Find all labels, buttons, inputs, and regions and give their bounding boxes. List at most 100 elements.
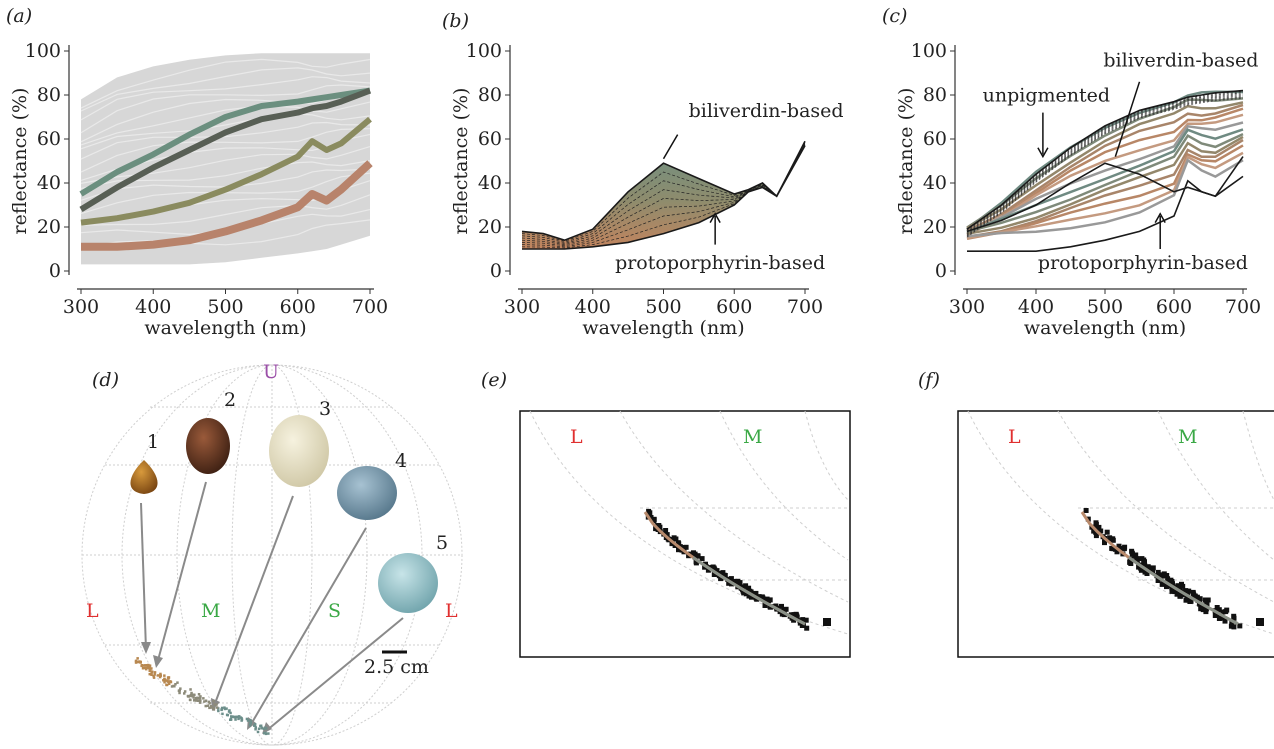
- zoom-point: [1222, 618, 1228, 624]
- zoom-vertex-L-e: L: [570, 426, 583, 448]
- x-tick-label: 600: [716, 296, 752, 318]
- egg-point: [159, 672, 162, 676]
- zoom-point: [1184, 594, 1190, 600]
- zoom-point: [1202, 597, 1208, 603]
- zoom-point: [1121, 546, 1127, 552]
- individual-curve: [80, 128, 371, 173]
- egg-point: [199, 701, 202, 704]
- egg-point: [188, 698, 192, 701]
- scale-bar-label: 2.5 cm: [364, 656, 429, 678]
- egg-point: [148, 672, 151, 676]
- mean-curve-4: [81, 160, 373, 251]
- egg-point: [226, 713, 229, 717]
- egg-point: [212, 706, 216, 710]
- egg-point: [267, 732, 270, 735]
- x-tick-label: 300: [949, 296, 985, 318]
- egg-point: [263, 732, 266, 735]
- individual-curve: [80, 121, 371, 160]
- egg-point: [147, 663, 150, 667]
- zoom-point: [1185, 597, 1191, 603]
- zoom-point: [1174, 591, 1180, 597]
- zoom-point: [728, 576, 734, 582]
- mean-curve-1: [79, 87, 371, 197]
- egg-point: [174, 683, 177, 686]
- zoom-point: [731, 578, 737, 584]
- annotation-protoporphyrin: protoporphyrin-based: [615, 252, 825, 274]
- egg-point: [150, 670, 153, 674]
- egg-point: [152, 674, 155, 678]
- egg-spectrum: [966, 144, 1244, 241]
- chart-a: 0 20 40 60 80 100 300 400 500 600 700 wavelength (n…: [9, 40, 388, 339]
- egg-point: [153, 673, 156, 676]
- zoom-point: [1127, 559, 1133, 565]
- zoom-point: [1110, 537, 1116, 543]
- panel-label-e: (e): [481, 369, 507, 391]
- y-tick-label: 80: [478, 84, 502, 106]
- egg-point: [196, 699, 200, 702]
- y-axis-label: reflectance (%): [895, 88, 917, 235]
- zoom-point: [800, 618, 806, 624]
- zoom-point: [1175, 583, 1181, 589]
- egg-point: [179, 687, 182, 690]
- egg-point: [204, 699, 208, 702]
- zoom-point: [1224, 607, 1230, 613]
- y-tick-label: 60: [37, 128, 61, 150]
- egg-point: [223, 706, 226, 709]
- egg-point: [167, 682, 171, 685]
- individual-curve: [80, 76, 371, 121]
- egg-point: [249, 722, 252, 725]
- interpolated-curve: [521, 142, 806, 244]
- egg-point: [208, 706, 211, 710]
- zoom-point: [1102, 540, 1107, 546]
- zoom-point: [1161, 581, 1167, 587]
- egg-point: [234, 715, 238, 719]
- egg-label-5: 5: [436, 532, 448, 554]
- zoom-color-space-f: L M: [957, 410, 1274, 658]
- egg-spectrum: [966, 90, 1244, 231]
- egg-point: [134, 661, 138, 664]
- egg-point: [143, 666, 146, 670]
- egg-point: [193, 698, 196, 702]
- egg-point: [245, 717, 249, 721]
- y-tick-label: 20: [923, 216, 947, 238]
- zoom-point: [1093, 533, 1099, 539]
- egg-point: [197, 696, 200, 700]
- egg-point: [148, 666, 151, 669]
- egg-point: [256, 730, 260, 734]
- unpigmented-band: [966, 92, 1244, 232]
- zoom-point: [651, 517, 657, 523]
- zoom-point: [1129, 551, 1135, 557]
- egg-point: [158, 675, 162, 679]
- zoom-point: [1150, 568, 1155, 574]
- zoom-trace-grey: [692, 556, 806, 626]
- vertex-label-U: U: [263, 361, 279, 383]
- zoom-color-space-e: L M: [519, 410, 851, 658]
- chart-b: 0 20 40 60 80 100 300 400 500 600 700 wavelength (n…: [450, 40, 844, 339]
- panel-label-b: (b): [442, 10, 469, 32]
- egg-2: 2: [186, 389, 236, 474]
- egg-point: [231, 715, 235, 718]
- egg-point: [195, 696, 199, 700]
- egg-point: [136, 660, 140, 664]
- zoom-point: [1203, 609, 1209, 615]
- egg-point: [207, 700, 211, 704]
- egg-point: [165, 679, 168, 682]
- annotation-biliverdin-c: biliverdin-based: [1103, 49, 1258, 71]
- egg-point: [198, 696, 202, 699]
- egg-point: [165, 683, 169, 687]
- egg-point: [209, 705, 213, 708]
- zoom-point: [791, 612, 797, 618]
- egg-point: [264, 732, 268, 736]
- zoom-point: [648, 515, 654, 520]
- egg-point: [257, 727, 261, 730]
- zoom-point-outlier: [823, 618, 831, 626]
- egg-point: [254, 726, 257, 729]
- zoom-point: [1172, 589, 1178, 595]
- annotation-protoporphyrin-c: protoporphyrin-based: [1038, 252, 1248, 274]
- egg-point: [199, 695, 202, 698]
- unpigmented-band: [966, 93, 1244, 233]
- egg-point: [233, 715, 236, 719]
- egg-point: [145, 664, 148, 667]
- egg-point: [152, 676, 156, 679]
- x-tick-label: 400: [135, 296, 171, 318]
